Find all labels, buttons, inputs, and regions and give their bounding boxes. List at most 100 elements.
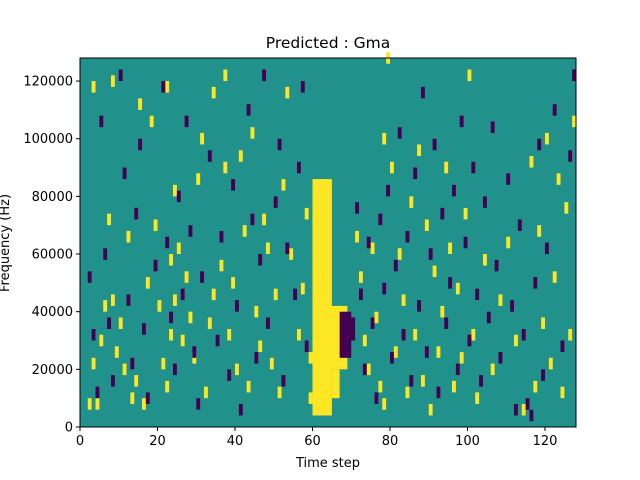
heatmap-cell-high (432, 265, 437, 278)
heatmap-cell-high (266, 242, 270, 255)
plot-area (80, 52, 577, 427)
heatmap-cell-high (246, 380, 251, 393)
heatmap-cell-low (560, 340, 565, 353)
heatmap-cell-low (192, 346, 197, 358)
heatmap-cell-high (382, 132, 387, 145)
heatmap-cell-low (568, 150, 573, 162)
heatmap-cell-low (107, 317, 112, 329)
heatmap-cell-low (207, 150, 212, 162)
x-tick-label: 40 (227, 434, 244, 449)
heatmap-cell-low (483, 196, 487, 208)
heatmap-cell-high (173, 184, 177, 197)
heatmap-cell-low (378, 213, 383, 226)
heatmap-cell-high (192, 352, 197, 364)
heatmap-cell-low (514, 403, 518, 416)
heatmap-cell-high (444, 161, 449, 174)
heatmap-cell-high (529, 156, 534, 168)
heatmap-cell-low (130, 357, 135, 370)
heatmap-cell-low (118, 69, 123, 82)
heatmap-cell-low (448, 277, 453, 289)
heatmap-cell-high (366, 363, 371, 376)
heatmap-cell-low (467, 334, 472, 347)
heatmap-cell-high (118, 317, 123, 329)
heatmap-cell-low (122, 167, 127, 180)
x-axis: 0 20 40 60 80 100 120 (76, 427, 557, 449)
heatmap-cell-high (250, 127, 255, 139)
heatmap-cell-low (370, 317, 375, 329)
heatmap-cell-low (390, 352, 394, 364)
heatmap-cell-high (273, 288, 278, 301)
heatmap-cell-high (188, 311, 193, 324)
heatmap-cell-low (250, 213, 255, 226)
heatmap-cell-low (424, 346, 429, 358)
heatmap-cell-low (200, 271, 205, 283)
heatmap-cell-low (471, 161, 476, 174)
heatmap-cell-high (184, 271, 189, 283)
heatmap-cell-high (564, 202, 569, 214)
heatmap-cell-low (494, 259, 499, 272)
heatmap-cell-high (219, 259, 224, 272)
x-tick-label: 80 (382, 434, 399, 449)
heatmap-cell-low (444, 317, 449, 329)
heatmap-cell-low (145, 392, 150, 404)
heatmap-cell-low (490, 121, 495, 133)
heatmap-cell-high (455, 282, 460, 295)
heatmap-cell-low (374, 392, 379, 404)
heatmap-cell-high (359, 271, 363, 283)
heatmap-cell-high (211, 86, 216, 99)
heatmap-cell-high (308, 352, 313, 364)
heatmap-cell-low (87, 271, 92, 283)
heatmap-cell-high (548, 357, 553, 370)
y-tick-label: 80000 (32, 190, 73, 205)
heatmap-cell-high (91, 81, 96, 93)
heatmap-cell-low (432, 138, 437, 151)
heatmap-cell-low (537, 138, 542, 151)
heatmap-cell-high (161, 357, 166, 370)
heatmap-cell-high (514, 334, 518, 347)
heatmap-cell-low (277, 138, 282, 151)
heatmap-cell-low (413, 167, 418, 180)
heatmap-cell-high (103, 300, 108, 312)
heatmap-cell-high (378, 380, 383, 393)
heatmap-cell-low (95, 386, 100, 399)
heatmap-cell-low (285, 242, 290, 255)
heatmap-cell-high (541, 317, 546, 329)
heatmap-cell-low (219, 230, 224, 243)
heatmap-cell-low (304, 340, 309, 353)
heatmap-cell-high (145, 277, 150, 289)
heatmap-cell-low (188, 225, 193, 237)
heatmap-cell-low (184, 115, 189, 128)
heatmap-cell-low (452, 184, 456, 197)
heatmap-cell-low (459, 115, 464, 128)
chart-title: Predicted : Gma (266, 34, 390, 52)
heatmap-cell-low (541, 369, 546, 381)
heatmap-cell-low (231, 179, 236, 191)
heatmap-cell-low (246, 104, 251, 116)
heatmap-cell-low (455, 363, 460, 376)
heatmap-cell-low (421, 86, 425, 99)
heatmap-cell-high (297, 328, 301, 341)
heatmap-cell-high (374, 311, 379, 324)
heatmap-cell-high (409, 196, 414, 208)
heatmap-cell-low (506, 173, 511, 185)
heatmap-cell-high (289, 248, 294, 260)
heatmap-cell-high (417, 144, 422, 157)
x-tick-label: 60 (304, 434, 321, 449)
heatmap-cell-low (355, 202, 360, 214)
heatmap-cell-high (355, 230, 360, 243)
heatmap-cell-low (196, 398, 201, 410)
heatmap-cell-high (467, 69, 472, 82)
heatmap-cell-high (506, 236, 511, 249)
heatmap-cell-high (304, 207, 309, 220)
heatmap-cell-low (359, 288, 363, 301)
heatmap-cell-low (440, 207, 445, 220)
heatmap-cell-high (165, 380, 170, 393)
heatmap-cell-high (157, 300, 162, 312)
heatmap-cell-high (231, 277, 236, 289)
heatmap-cell-high (138, 98, 143, 110)
heatmap-cell-high (572, 115, 577, 128)
heatmap-block-low (347, 317, 356, 341)
heatmap-cell-high (452, 380, 456, 393)
heatmap-cell-low (169, 311, 174, 324)
heatmap-cell-high (471, 328, 476, 341)
